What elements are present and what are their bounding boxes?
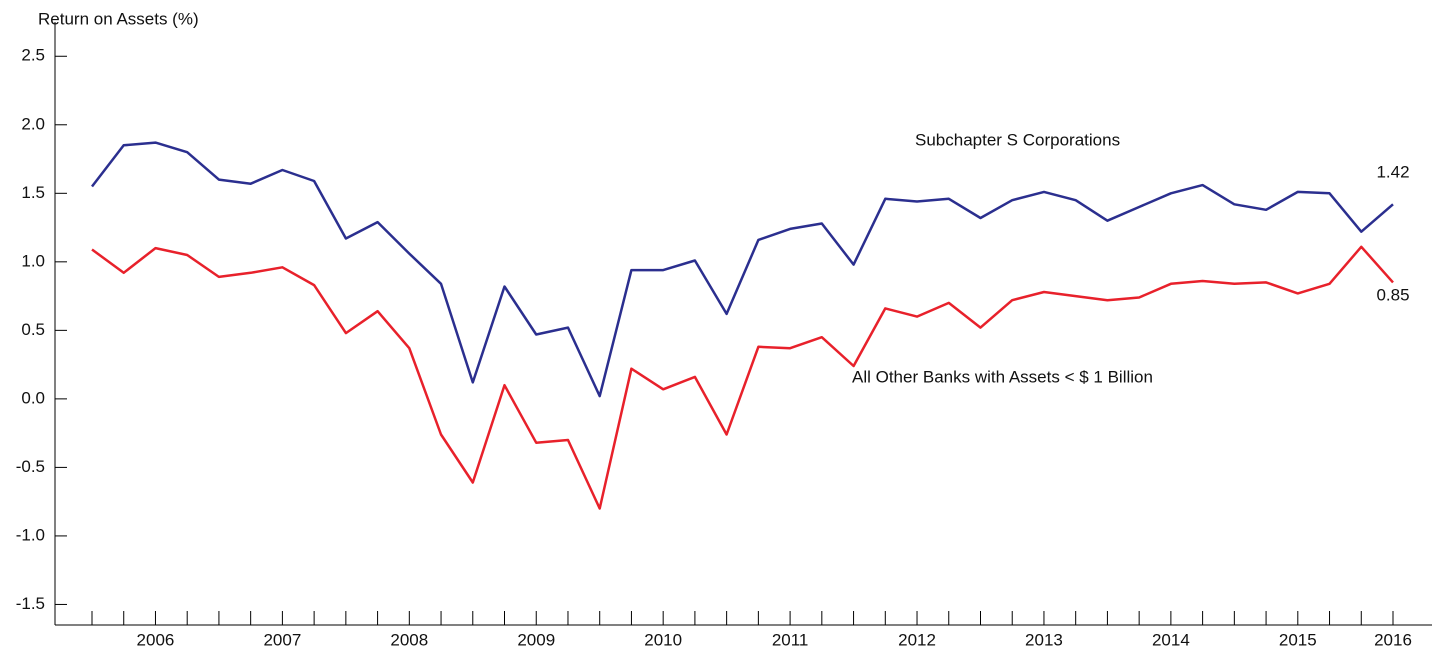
y-tick-label: -1.0: [16, 525, 45, 544]
x-tick-label: 2010: [644, 630, 682, 649]
x-tick-label: 2008: [390, 630, 428, 649]
y-tick-label: -0.5: [16, 457, 45, 476]
x-tick-label: 2006: [137, 630, 175, 649]
y-tick-label: 1.5: [21, 183, 45, 202]
x-tick-label: 2013: [1025, 630, 1063, 649]
x-tick-label: 2007: [263, 630, 301, 649]
y-tick-label: 1.0: [21, 251, 45, 270]
series-label: Subchapter S Corporations: [915, 130, 1120, 149]
data-label: 1.42: [1376, 162, 1409, 181]
y-axis-label: Return on Assets (%): [38, 9, 199, 28]
x-tick-label: 2011: [772, 630, 809, 649]
series-line: [91, 141, 1394, 398]
x-tick-label: 2014: [1152, 630, 1190, 649]
x-tick-label: 2012: [898, 630, 936, 649]
y-tick-label: 2.0: [21, 114, 45, 133]
y-tick-label: 0.5: [21, 320, 45, 339]
y-tick-label: 2.5: [21, 46, 45, 65]
y-tick-label: 0.0: [21, 388, 45, 407]
x-tick-label: 2016: [1374, 630, 1412, 649]
data-label: 0.85: [1376, 285, 1409, 304]
x-tick-label: 2009: [517, 630, 555, 649]
series-label: All Other Banks with Assets < $ 1 Billio…: [852, 367, 1153, 386]
x-tick-label: 2015: [1279, 630, 1317, 649]
series-line: [91, 245, 1394, 510]
y-tick-label: -1.5: [16, 594, 45, 613]
